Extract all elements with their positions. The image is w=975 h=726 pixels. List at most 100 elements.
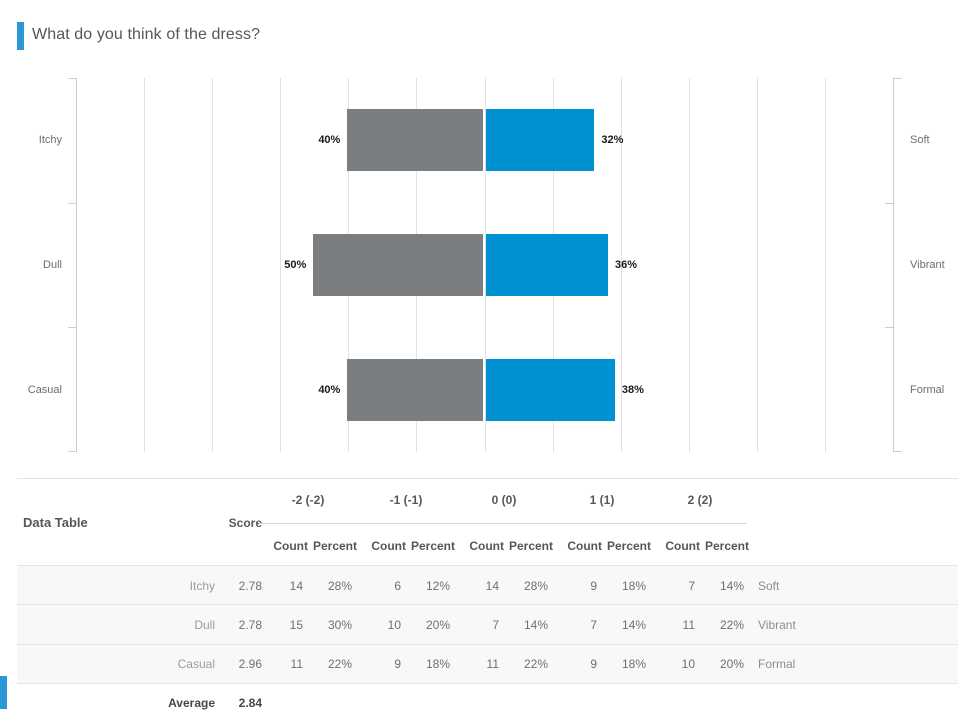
sub-header-count: Count	[469, 539, 504, 553]
chart-gridline	[144, 78, 146, 452]
row-right-label: Vibrant	[758, 617, 796, 632]
chart-right-label: Vibrant	[910, 259, 945, 271]
row-count-cell: 11	[682, 617, 695, 632]
diverging-bar-chart: Itchy Soft 40% 32% Dull Vibrant 50% 36% Casual Fo…	[0, 78, 975, 452]
sub-header-percent: Percent	[704, 539, 749, 553]
row-score: 2.78	[238, 578, 262, 593]
table-row	[17, 566, 958, 606]
negative-bar	[313, 234, 484, 296]
axis-tick	[68, 202, 76, 204]
scale-group-header: 2 (2)	[687, 493, 713, 507]
scale-group-header: 1 (1)	[589, 493, 615, 507]
question-accent-bar	[17, 22, 24, 50]
row-count-cell: 9	[394, 657, 401, 672]
chart-left-label: Casual	[27, 383, 62, 396]
chart-gridline	[756, 78, 758, 452]
positive-bar	[485, 358, 615, 421]
positive-bar-value: 38%	[621, 383, 644, 396]
row-percent-cell: 20%	[425, 617, 450, 632]
chart-gridline	[280, 78, 282, 452]
row-percent-cell: 22%	[523, 657, 548, 672]
axis-tick	[894, 78, 902, 79]
table-row	[17, 644, 958, 684]
chart-left-label: Itchy	[38, 134, 62, 147]
right-category-axis	[893, 78, 894, 452]
row-count-cell: 14	[289, 578, 303, 593]
chart-gridline	[212, 78, 214, 452]
chart-right-label: Soft	[910, 134, 930, 147]
row-percent-cell: 14%	[621, 617, 646, 632]
question-header: What do you think of the dress?	[0, 0, 975, 64]
sub-header-count: Count	[665, 539, 700, 553]
positive-bar	[485, 109, 595, 172]
row-percent-cell: 12%	[425, 578, 450, 593]
row-percent-cell: 18%	[425, 657, 450, 672]
group-header-underline	[259, 523, 747, 524]
row-score: 2.78	[238, 617, 262, 632]
row-count-cell: 11	[290, 657, 303, 672]
chart-right-label: Formal	[910, 383, 945, 396]
row-count-cell: 14	[485, 578, 499, 593]
table-top-border	[17, 478, 958, 479]
scale-group-header: 0 (0)	[491, 493, 517, 507]
axis-tick	[885, 327, 893, 329]
axis-tick	[885, 202, 893, 204]
axis-tick	[68, 327, 76, 329]
chart-gridline	[484, 78, 486, 452]
sub-header-count: Count	[371, 539, 406, 553]
row-percent-cell: 18%	[621, 578, 646, 593]
next-section-accent-bar	[0, 676, 7, 709]
row-left-label: Casual	[177, 657, 215, 672]
row-percent-cell: 22%	[719, 617, 744, 632]
row-left-label: Dull	[194, 617, 215, 632]
chart-gridline	[688, 78, 690, 452]
row-score: 2.96	[238, 657, 262, 672]
row-right-label: Soft	[758, 578, 780, 593]
row-percent-cell: 22%	[327, 657, 352, 672]
row-percent-cell: 28%	[523, 578, 548, 593]
sub-header-count: Count	[567, 539, 602, 553]
row-percent-cell: 20%	[719, 657, 744, 672]
row-count-cell: 10	[387, 617, 401, 632]
row-percent-cell: 18%	[621, 657, 646, 672]
row-count-cell: 6	[394, 578, 401, 593]
row-count-cell: 7	[590, 617, 597, 632]
header-bottom-border	[17, 565, 958, 566]
negative-bar-value: 40%	[318, 383, 341, 396]
chart-gridline	[824, 78, 826, 452]
positive-bar-value: 32%	[601, 134, 624, 147]
sub-header-count: Count	[273, 539, 308, 553]
negative-bar-value: 50%	[284, 259, 307, 271]
question-title: What do you think of the dress?	[32, 26, 261, 43]
row-count-cell: 9	[590, 657, 597, 672]
row-left-label: Itchy	[189, 578, 215, 593]
sub-header-percent: Percent	[410, 539, 455, 553]
row-count-cell: 9	[590, 578, 597, 593]
average-label: Average	[168, 695, 215, 710]
positive-bar	[485, 234, 609, 296]
row-percent-cell: 14%	[719, 578, 744, 593]
sub-header-percent: Percent	[606, 539, 651, 553]
row-percent-cell: 30%	[327, 617, 352, 632]
row-percent-cell: 14%	[523, 617, 548, 632]
row-count-cell: 7	[688, 578, 695, 593]
row-right-label: Formal	[758, 657, 796, 672]
row-count-cell: 10	[681, 657, 695, 672]
axis-tick	[68, 78, 76, 79]
positive-bar-value: 36%	[615, 259, 638, 271]
sub-header-percent: Percent	[312, 539, 357, 553]
negative-bar	[347, 358, 484, 421]
axis-tick	[894, 451, 902, 452]
row-count-cell: 15	[289, 617, 303, 632]
sub-header-percent: Percent	[508, 539, 553, 553]
table-row	[17, 605, 958, 645]
average-value: 2.84	[238, 695, 262, 710]
chart-left-label: Dull	[43, 259, 62, 271]
row-count-cell: 7	[492, 617, 499, 632]
table-title: Data Table	[23, 515, 88, 530]
scale-group-header: -2 (-2)	[291, 493, 325, 507]
data-table: Data Table Score -2 (-2) -1 (-1) 0 (0) 1 (1) 2…	[0, 478, 975, 726]
left-category-axis	[76, 78, 77, 452]
negative-bar-value: 40%	[318, 134, 341, 147]
